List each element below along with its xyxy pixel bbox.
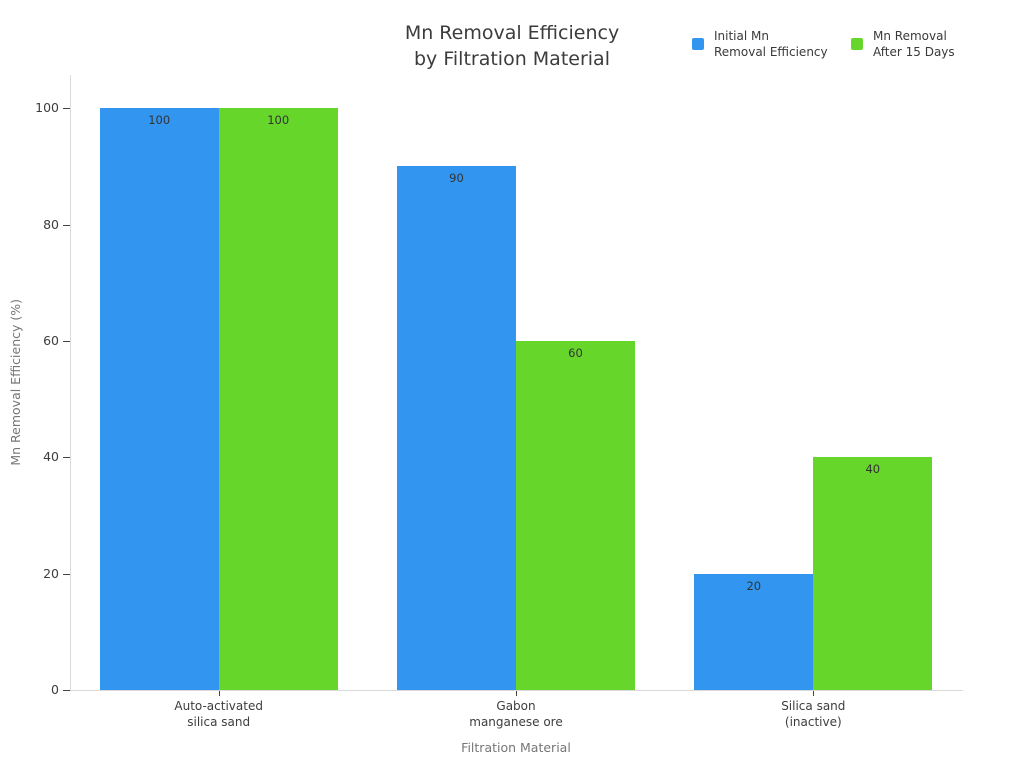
y-axis-tick — [63, 690, 70, 691]
y-axis-line — [70, 75, 71, 691]
x-tick-label: Silica sand (inactive) — [703, 698, 923, 730]
legend-label-after-15-days: Mn Removal After 15 Days — [873, 28, 955, 60]
legend-swatch-blue — [692, 38, 704, 50]
y-axis-tick — [63, 457, 70, 459]
legend-item-initial-mn: Initial Mn Removal Efficiency — [692, 28, 828, 60]
y-tick-label: 80 — [43, 216, 59, 232]
x-axis-title: Filtration Material — [461, 740, 571, 755]
legend-label-line: Removal Efficiency — [714, 45, 828, 59]
x-tick-label-line: Silica sand — [781, 699, 846, 713]
chart-title: Mn Removal Efficiency by Filtration Mate… — [0, 20, 1024, 72]
legend-label-line: Initial Mn — [714, 29, 769, 43]
bar-value-label: 100 — [267, 113, 290, 128]
x-axis-tick — [218, 691, 220, 696]
bar-series-2-cat-1: 100 — [218, 108, 338, 690]
bar-series-1-cat-3: 20 — [694, 573, 814, 690]
bar-value-label: 40 — [865, 462, 881, 477]
legend-item-after-15-days: Mn Removal After 15 Days — [851, 28, 955, 60]
y-axis-title-wrap: Mn Removal Efficiency (%) — [2, 75, 28, 690]
bar-value-label: 100 — [148, 113, 171, 128]
x-axis-tick — [516, 691, 517, 696]
x-tick-label: Auto-activated silica sand — [109, 698, 329, 730]
bar-value-label: 20 — [746, 578, 762, 593]
x-tick-label-line: manganese ore — [469, 715, 563, 729]
chart-title-line-2: by Filtration Material — [414, 48, 610, 70]
x-tick-label-line: Auto-activated — [174, 699, 263, 713]
y-tick-label: 100 — [35, 100, 59, 116]
plot-area: 100 100 90 60 20 40 — [70, 75, 962, 690]
legend-label-line: After 15 Days — [873, 45, 955, 59]
y-tick-label: 20 — [43, 565, 59, 581]
bar-series-2-cat-2: 60 — [516, 340, 635, 690]
bar-series-1-cat-1: 100 — [99, 108, 219, 690]
x-axis-line — [70, 690, 963, 691]
legend-label-line: Mn Removal — [873, 29, 947, 43]
x-axis-tick — [813, 691, 815, 696]
legend-swatch-green — [851, 38, 863, 50]
y-axis-tick — [63, 108, 70, 110]
legend-label-initial-mn: Initial Mn Removal Efficiency — [714, 28, 828, 60]
y-tick-label: 40 — [43, 449, 59, 465]
x-tick-label-line: Gabon — [496, 699, 536, 713]
chart-title-line-1: Mn Removal Efficiency — [404, 22, 620, 44]
bar-series-1-cat-2: 90 — [397, 166, 516, 690]
y-tick-label: 60 — [43, 332, 59, 348]
y-tick-label: 0 — [51, 682, 59, 697]
bar-value-label: 90 — [449, 171, 464, 186]
y-axis-tick — [63, 340, 70, 342]
x-tick-label-line: silica sand — [187, 715, 251, 729]
bar-series-2-cat-3: 40 — [813, 457, 933, 690]
y-axis-tick — [63, 573, 70, 575]
y-axis-title: Mn Removal Efficiency (%) — [7, 299, 23, 466]
x-tick-label: Gabon manganese ore — [406, 698, 626, 730]
y-axis-tick — [63, 224, 70, 226]
bar-value-label: 60 — [568, 345, 583, 360]
x-tick-label-line: (inactive) — [784, 715, 842, 729]
